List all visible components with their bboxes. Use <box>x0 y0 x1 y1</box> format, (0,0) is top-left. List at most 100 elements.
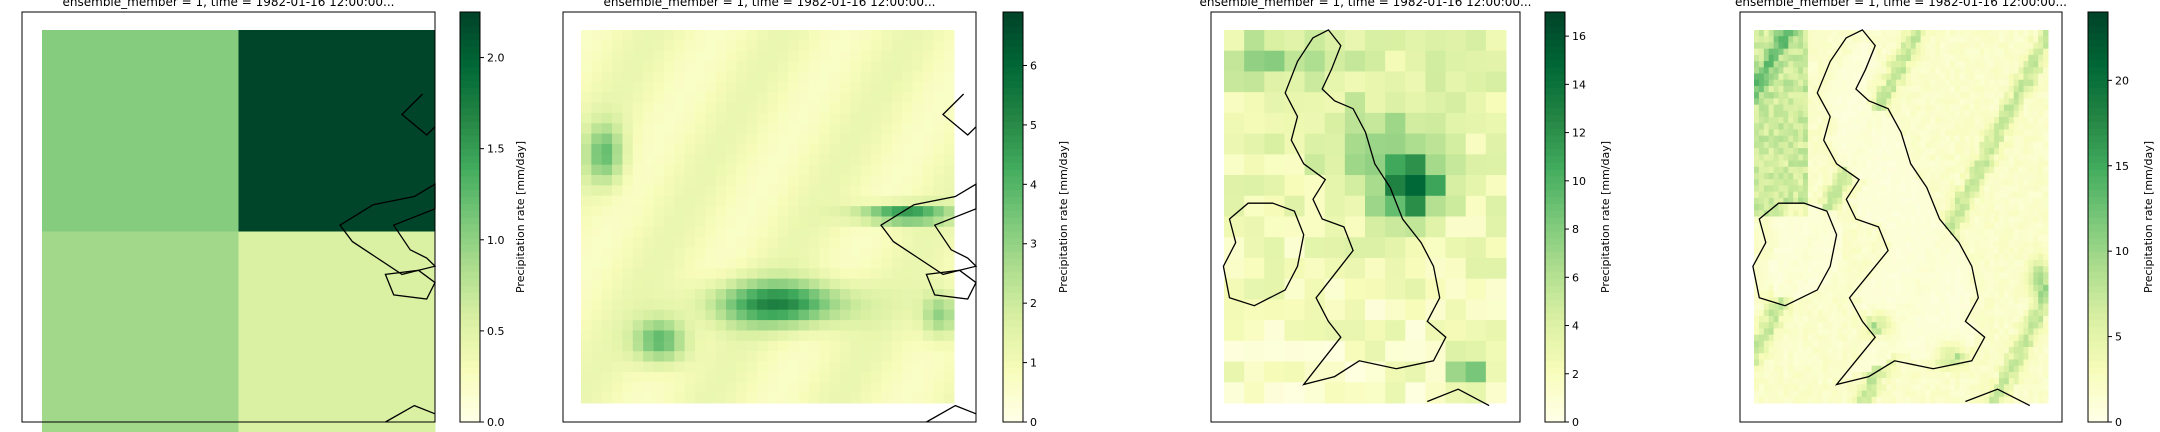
heatmap-cell <box>933 216 945 228</box>
heatmap-cell <box>1793 172 1799 180</box>
heatmap-cell <box>1793 117 1799 124</box>
heatmap-cell <box>1861 340 1868 348</box>
heatmap-cell <box>1940 241 1946 249</box>
heatmap-cell <box>1959 166 1966 174</box>
heatmap-cell <box>1842 42 1848 50</box>
heatmap-cell <box>1758 266 1765 273</box>
heatmap-cell <box>788 247 800 259</box>
heatmap-cell <box>1964 328 1971 336</box>
heatmap-cell <box>1964 85 1971 93</box>
heatmap-cell <box>1950 166 1956 174</box>
heatmap-cell <box>1964 204 1971 211</box>
heatmap-cell <box>1827 322 1833 329</box>
heatmap-cell <box>1974 210 1980 217</box>
heatmap-cell <box>1852 334 1858 342</box>
heatmap-cell <box>1910 185 1917 193</box>
heatmap-cell <box>1959 110 1966 118</box>
heatmap-cell <box>1807 210 1814 217</box>
heatmap-cell <box>1385 133 1406 155</box>
heatmap-cell <box>1881 92 1887 99</box>
heatmap-cell <box>1896 54 1902 62</box>
heatmap-cell <box>788 30 800 41</box>
heatmap-cell <box>2028 48 2034 56</box>
heatmap-cell <box>1324 257 1346 280</box>
heatmap-cell <box>1244 154 1265 176</box>
heatmap-cell <box>1999 36 2005 43</box>
heatmap-cell <box>1817 228 1824 236</box>
heatmap-cell <box>933 320 945 331</box>
heatmap-cell <box>1788 303 1794 311</box>
heatmap-cell <box>2008 54 2015 62</box>
heatmap-cell <box>1886 123 1892 130</box>
heatmap-cell <box>694 340 706 352</box>
heatmap-cell <box>715 185 727 197</box>
heatmap-cell <box>1984 241 1990 249</box>
heatmap-cell <box>912 299 924 311</box>
heatmap-cell <box>684 81 696 93</box>
heatmap-cell <box>1954 204 1961 211</box>
heatmap-cell <box>1827 73 1833 81</box>
heatmap-cell <box>1989 117 1995 124</box>
heatmap-cell <box>1959 278 1966 286</box>
heatmap-cell <box>1905 315 1912 323</box>
heatmap-cell <box>1807 30 1814 37</box>
heatmap-cell <box>943 257 955 269</box>
heatmap-cell <box>850 195 862 207</box>
heatmap-cell <box>2018 204 2024 211</box>
heatmap-cell <box>1994 61 2000 68</box>
heatmap-cell <box>1284 340 1306 363</box>
heatmap-cell <box>1886 191 1892 199</box>
heatmap-cell <box>1954 309 1961 317</box>
heatmap-cell <box>1856 241 1863 249</box>
heatmap-cell <box>1871 260 1877 267</box>
heatmap-cell <box>2013 210 2020 217</box>
heatmap-cell <box>808 371 820 383</box>
heatmap-cell <box>891 206 903 217</box>
heatmap-cell <box>840 123 851 135</box>
heatmap-cell <box>2033 110 2039 118</box>
heatmap-cell <box>1881 129 1887 137</box>
heatmap-cell <box>1365 92 1386 114</box>
colorbar-segment <box>460 251 480 259</box>
heatmap-cell <box>1984 36 1990 43</box>
heatmap-cell <box>1788 253 1794 261</box>
heatmap-cell <box>1822 297 1828 305</box>
heatmap-cell <box>1925 284 1931 292</box>
heatmap-cell <box>1405 340 1426 363</box>
heatmap-cell <box>1920 253 1926 261</box>
heatmap-cell <box>1950 235 1956 242</box>
heatmap-cell <box>829 195 841 207</box>
heatmap-cell <box>1910 148 1917 155</box>
heatmap-cell <box>1773 340 1779 348</box>
heatmap-cell <box>1465 361 1487 383</box>
heatmap-cell <box>612 320 623 331</box>
heatmap-cell <box>1788 92 1794 99</box>
heatmap-cell <box>1969 272 1975 280</box>
heatmap-cell <box>1979 340 1985 348</box>
heatmap-cell <box>2003 73 2010 81</box>
heatmap-cell <box>1754 334 1760 342</box>
heatmap-cell <box>1485 257 1507 280</box>
heatmap-cell <box>1901 297 1907 305</box>
heatmap-cell <box>881 154 893 166</box>
colorbar-segment <box>1545 394 1565 403</box>
colorbar-segment <box>1003 271 1023 280</box>
heatmap-cell <box>1803 353 1809 360</box>
heatmap-cell <box>1871 42 1877 50</box>
heatmap-cell <box>922 309 934 321</box>
colorbar-tick-label: 2.0 <box>487 52 505 65</box>
heatmap-cell <box>1773 260 1779 267</box>
heatmap-cell <box>1950 141 1956 149</box>
heatmap-cell <box>1852 216 1858 224</box>
heatmap-cell <box>1861 297 1868 305</box>
heatmap-cell <box>829 361 841 373</box>
heatmap-cell <box>1915 322 1922 329</box>
heatmap-cell <box>1807 278 1814 286</box>
heatmap-cell <box>684 71 696 83</box>
heatmap-cell <box>2028 79 2034 87</box>
heatmap-cell <box>726 351 737 363</box>
heatmap-cell <box>1827 92 1833 99</box>
heatmap-cell <box>1768 291 1775 298</box>
heatmap-cell <box>1763 235 1770 242</box>
heatmap-cell <box>767 371 779 383</box>
